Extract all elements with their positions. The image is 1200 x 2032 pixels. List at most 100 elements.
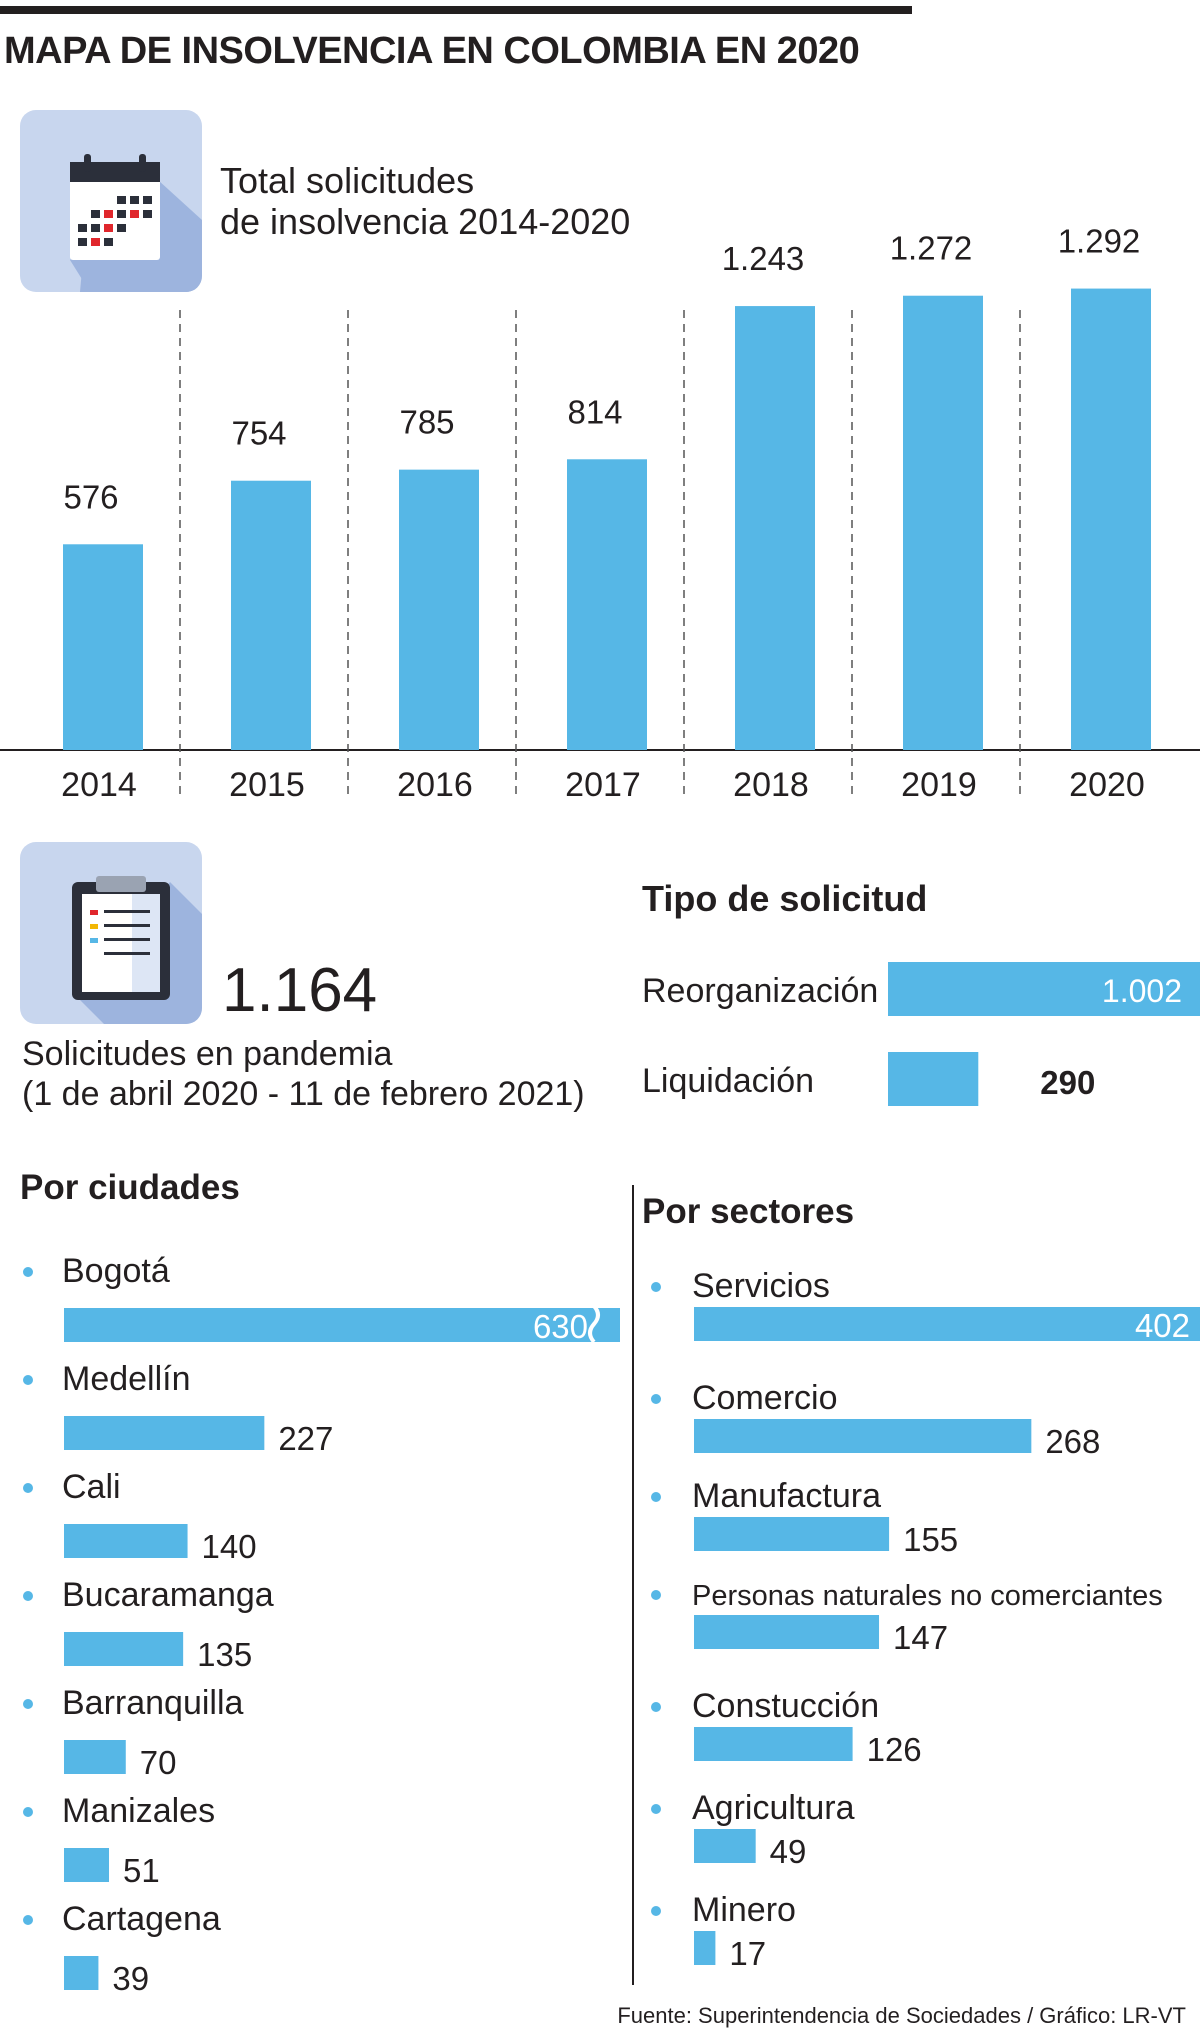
- bullet-0: [23, 1267, 33, 1277]
- bullet-5: [651, 1804, 661, 1814]
- bar-2017: [567, 459, 647, 750]
- x-tick-label-2019: 2019: [901, 766, 977, 804]
- ciudades-bar-chart: Bogotá 630 Medellín 227 Cali 140 Bucaramanga 13…: [23, 1252, 620, 1997]
- bar-5: [64, 1848, 110, 1882]
- bar-2014: [63, 544, 143, 750]
- bar-value-label-2015: 754: [231, 415, 286, 452]
- bullet-2: [651, 1492, 661, 1502]
- pandemic-label-line2: (1 de abril 2020 - 11 de febrero 2021): [22, 1075, 585, 1113]
- bar-5: [694, 1829, 756, 1863]
- category-label-4: Constucción: [692, 1687, 879, 1725]
- annual-heading: Total solicitudes de insolvencia 2014-20…: [220, 160, 630, 242]
- x-tick-label-2018: 2018: [733, 766, 809, 804]
- bullet-4: [651, 1702, 661, 1712]
- x-tick-label-2016: 2016: [397, 766, 473, 804]
- bar-2020: [1071, 288, 1151, 750]
- bar-value-0: 630: [533, 1308, 588, 1345]
- bar-1: [64, 1416, 265, 1450]
- x-tick-label-2015: 2015: [229, 766, 305, 804]
- bullet-6: [23, 1915, 33, 1925]
- bar-2: [64, 1524, 188, 1558]
- bar-3: [64, 1632, 184, 1666]
- bar-value-label-2017: 814: [567, 393, 622, 430]
- bar-value-3: 147: [893, 1619, 948, 1656]
- bar-value-label-2018: 1.243: [722, 240, 805, 277]
- bar-6: [64, 1956, 99, 1990]
- pandemic-label-line1: Solicitudes en pandemia: [22, 1035, 393, 1073]
- bar-2: [694, 1517, 890, 1551]
- bullet-3: [651, 1590, 661, 1600]
- bar-value-4: 126: [867, 1731, 922, 1768]
- bar-1: [694, 1419, 1032, 1453]
- category-label-3: Personas naturales no comerciantes: [692, 1580, 1163, 1612]
- bullet-5: [23, 1807, 33, 1817]
- bar-0: [64, 1308, 620, 1342]
- bullet-3: [23, 1591, 33, 1601]
- pandemic-label: Solicitudes en pandemia (1 de abril 2020…: [22, 1034, 585, 1114]
- section-divider: [632, 1185, 634, 1985]
- bar-value-0: 402: [1135, 1307, 1190, 1344]
- bullet-1: [651, 1394, 661, 1404]
- tipo-label-1: Liquidación: [642, 1062, 814, 1100]
- category-label-2: Cali: [62, 1468, 121, 1506]
- category-label-0: Bogotá: [62, 1252, 170, 1290]
- category-label-5: Manizales: [62, 1792, 215, 1830]
- category-label-2: Manufactura: [692, 1477, 881, 1515]
- bar-value-3: 135: [197, 1636, 252, 1673]
- tipo-bar-0: [888, 962, 1200, 1016]
- bar-value-label-2016: 785: [399, 404, 454, 441]
- category-label-1: Medellín: [62, 1360, 191, 1398]
- bar-0: [694, 1307, 1200, 1341]
- bullet-1: [23, 1375, 33, 1385]
- axis-break-mark: [588, 1304, 600, 1344]
- bar-2016: [399, 469, 479, 750]
- bar-6: [694, 1931, 716, 1965]
- category-label-4: Barranquilla: [62, 1684, 244, 1722]
- bar-value-6: 39: [112, 1960, 149, 1997]
- tipo-bar-chart: Reorganización 1.002 Liquidación 290: [642, 962, 1200, 1106]
- bullet-0: [651, 1282, 661, 1292]
- bar-value-4: 70: [140, 1744, 177, 1781]
- x-tick-label-2014: 2014: [61, 766, 137, 804]
- category-label-6: Minero: [692, 1891, 796, 1929]
- bar-2019: [903, 295, 983, 750]
- category-label-3: Bucaramanga: [62, 1576, 274, 1614]
- bar-2018: [735, 306, 815, 750]
- calendar-icon: [20, 110, 202, 292]
- bar-2015: [231, 480, 311, 750]
- bullet-2: [23, 1483, 33, 1493]
- tipo-bar-1: [888, 1052, 979, 1106]
- bar-value-5: 49: [770, 1833, 807, 1870]
- bar-value-label-2019: 1.272: [890, 230, 973, 267]
- bar-4: [64, 1740, 126, 1774]
- pandemic-total: 1.164: [222, 956, 378, 1025]
- category-label-0: Servicios: [692, 1267, 830, 1305]
- bar-4: [694, 1727, 853, 1761]
- sectores-bar-chart: Servicios 402 Comercio 268 Manufactura 155 Per…: [651, 1267, 1200, 1972]
- bar-value-1: 227: [278, 1420, 333, 1457]
- bar-value-label-2020: 1.292: [1058, 223, 1141, 260]
- page-title: MAPA DE INSOLVENCIA EN COLOMBIA EN 2020: [4, 30, 860, 72]
- bar-value-1: 268: [1045, 1423, 1100, 1460]
- category-label-6: Cartagena: [62, 1900, 221, 1938]
- bar-3: [694, 1615, 880, 1649]
- x-tick-label-2017: 2017: [565, 766, 641, 804]
- clipboard-icon: [20, 842, 202, 1024]
- title-rule: [0, 6, 912, 14]
- category-label-1: Comercio: [692, 1379, 837, 1417]
- bar-value-5: 51: [123, 1852, 160, 1889]
- x-tick-label-2020: 2020: [1069, 766, 1145, 804]
- category-label-5: Agricultura: [692, 1789, 855, 1827]
- source-note: Fuente: Superintendencia de Sociedades /…: [617, 2003, 1186, 2028]
- bullet-6: [651, 1906, 661, 1916]
- bar-value-6: 17: [729, 1935, 766, 1972]
- bar-value-2: 140: [202, 1528, 257, 1565]
- bar-value-label-2014: 576: [63, 478, 118, 515]
- tipo-value-0: 1.002: [1102, 973, 1182, 1009]
- bullet-4: [23, 1699, 33, 1709]
- annual-heading-line1: Total solicitudes: [220, 160, 475, 201]
- tipo-heading: Tipo de solicitud: [642, 878, 928, 919]
- bar-value-2: 155: [903, 1521, 958, 1558]
- ciudades-heading: Por ciudades: [20, 1168, 240, 1207]
- tipo-value-1: 290: [1040, 1064, 1095, 1101]
